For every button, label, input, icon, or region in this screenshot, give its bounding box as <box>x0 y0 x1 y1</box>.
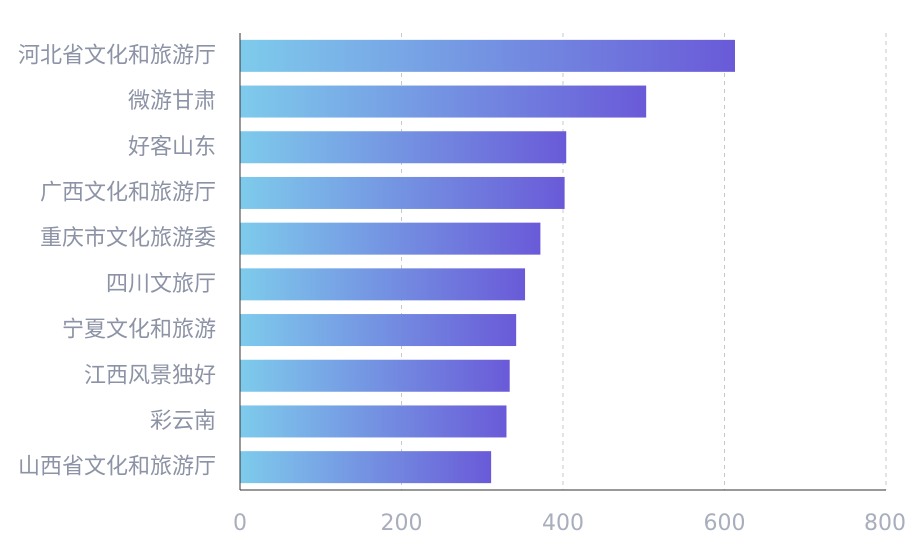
category-label-1: 微游甘肃 <box>128 89 216 114</box>
category-labels: 河北省文化和旅游厅微游甘肃好客山东广西文化和旅游厅重庆市文化旅游委四川文旅厅宁夏… <box>18 43 216 479</box>
bar-6 <box>240 314 517 347</box>
category-label-5: 四川文旅厅 <box>106 272 216 297</box>
x-tick-label-800: 800 <box>864 511 906 536</box>
bar-0 <box>240 39 735 72</box>
category-label-7: 江西风景独好 <box>84 363 216 388</box>
bar-9 <box>240 451 492 484</box>
bar-4 <box>240 222 541 255</box>
x-tick-label-600: 600 <box>704 511 746 536</box>
bar-5 <box>240 268 526 301</box>
category-label-9: 山西省文化和旅游厅 <box>18 455 216 480</box>
x-tick-label-400: 400 <box>542 511 584 536</box>
bar-2 <box>240 131 567 164</box>
x-tick-labels: 0 200 400 600 800 <box>233 511 906 536</box>
x-tick-label-0: 0 <box>233 511 247 536</box>
bar-8 <box>240 405 507 438</box>
category-label-3: 广西文化和旅游厅 <box>40 180 216 205</box>
axes <box>239 33 886 491</box>
category-label-8: 彩云南 <box>150 409 216 434</box>
bar-3 <box>240 176 565 209</box>
bar-1 <box>240 85 647 118</box>
bars <box>240 39 735 484</box>
bar-7 <box>240 359 510 392</box>
x-tick-label-200: 200 <box>381 511 423 536</box>
category-label-0: 河北省文化和旅游厅 <box>18 43 216 68</box>
category-label-2: 好客山东 <box>128 135 216 160</box>
category-label-4: 重庆市文化旅游委 <box>40 226 216 251</box>
category-label-6: 宁夏文化和旅游 <box>62 318 216 343</box>
